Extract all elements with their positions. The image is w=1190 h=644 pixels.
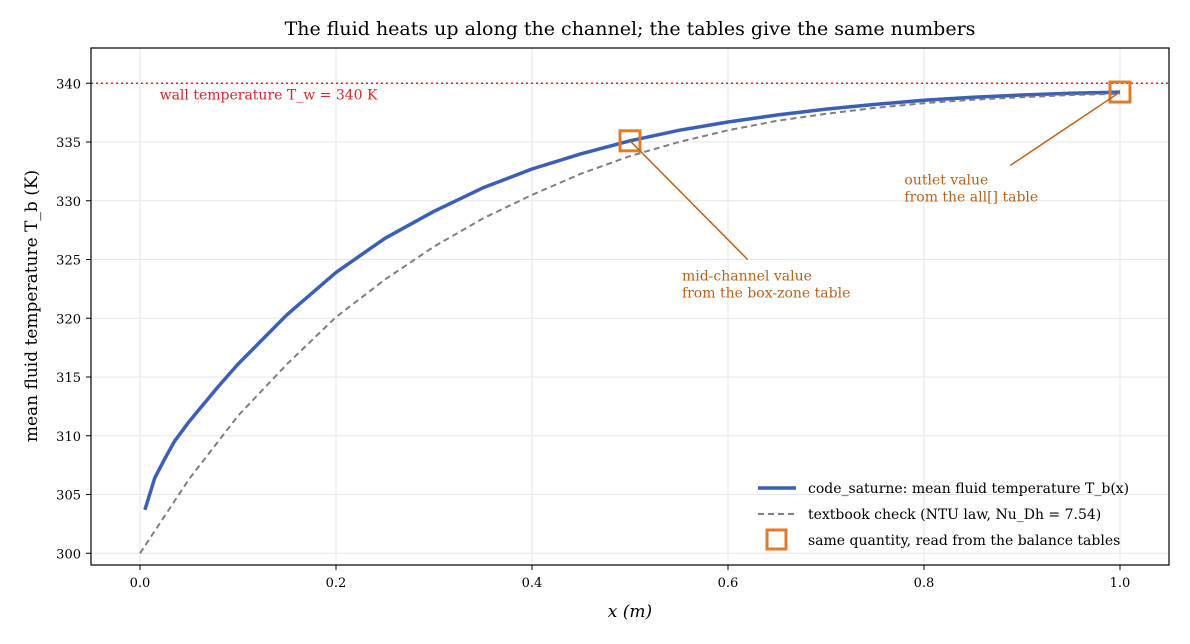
annotation-label-line2: from the all[] table — [904, 189, 1038, 205]
y-tick-label: 315 — [56, 371, 81, 386]
annotation-arrow — [1009, 91, 1121, 167]
table-value-marker — [1108, 80, 1132, 104]
legend-label-simulation: code_saturne: mean fluid temperature T_b… — [808, 481, 1129, 497]
y-tick-label: 340 — [56, 77, 81, 92]
wall-temperature-label: wall temperature T_w = 340 K — [160, 87, 378, 103]
x-tick-label: 0.2 — [326, 576, 347, 591]
legend: code_saturne: mean fluid temperature T_b… — [758, 481, 1129, 551]
y-tick-label: 320 — [56, 312, 81, 327]
x-tick-label: 0.8 — [914, 576, 935, 591]
y-tick-label: 310 — [56, 430, 81, 445]
plot-frame — [90, 47, 1170, 566]
x-tick-label: 0.6 — [718, 576, 739, 591]
legend-swatch-square — [765, 528, 788, 551]
reference-line-group: wall temperature T_w = 340 K — [91, 82, 1169, 103]
y-tick-label: 325 — [56, 254, 81, 269]
y-axis-label: mean fluid temperature T_b (K) — [22, 170, 42, 442]
x-axis-label: x (m) — [608, 602, 652, 622]
legend-label-textbook: textbook check (NTU law, Nu_Dh = 7.54) — [808, 507, 1101, 523]
series-line-simulation — [143, 90, 1121, 511]
series-group — [139, 80, 1132, 554]
y-tick-label: 305 — [56, 489, 81, 504]
legend-label-tables: same quantity, read from the balance tab… — [808, 533, 1120, 549]
x-tick-label: 1.0 — [1110, 576, 1131, 591]
annotation-arrow — [629, 140, 749, 261]
annotation-label-line1: mid-channel value — [682, 269, 812, 285]
ticks: 0.0 0.2 0.4 0.6 0.8 1.0 300 305 310 315 320 325 330 3… — [56, 77, 1130, 591]
x-tick-label: 0.4 — [522, 576, 543, 591]
y-tick-label: 335 — [56, 136, 81, 151]
annotation-label-line1: outlet value — [904, 172, 988, 188]
y-tick-label: 330 — [56, 195, 81, 210]
series-line-textbook — [139, 92, 1121, 554]
y-tick-label: 300 — [56, 547, 81, 562]
table-value-marker — [618, 129, 642, 153]
chart-title: The fluid heats up along the channel; th… — [285, 18, 976, 40]
annotation-label-line2: from the box-zone table — [682, 286, 850, 302]
x-tick-label: 0.0 — [130, 576, 151, 591]
